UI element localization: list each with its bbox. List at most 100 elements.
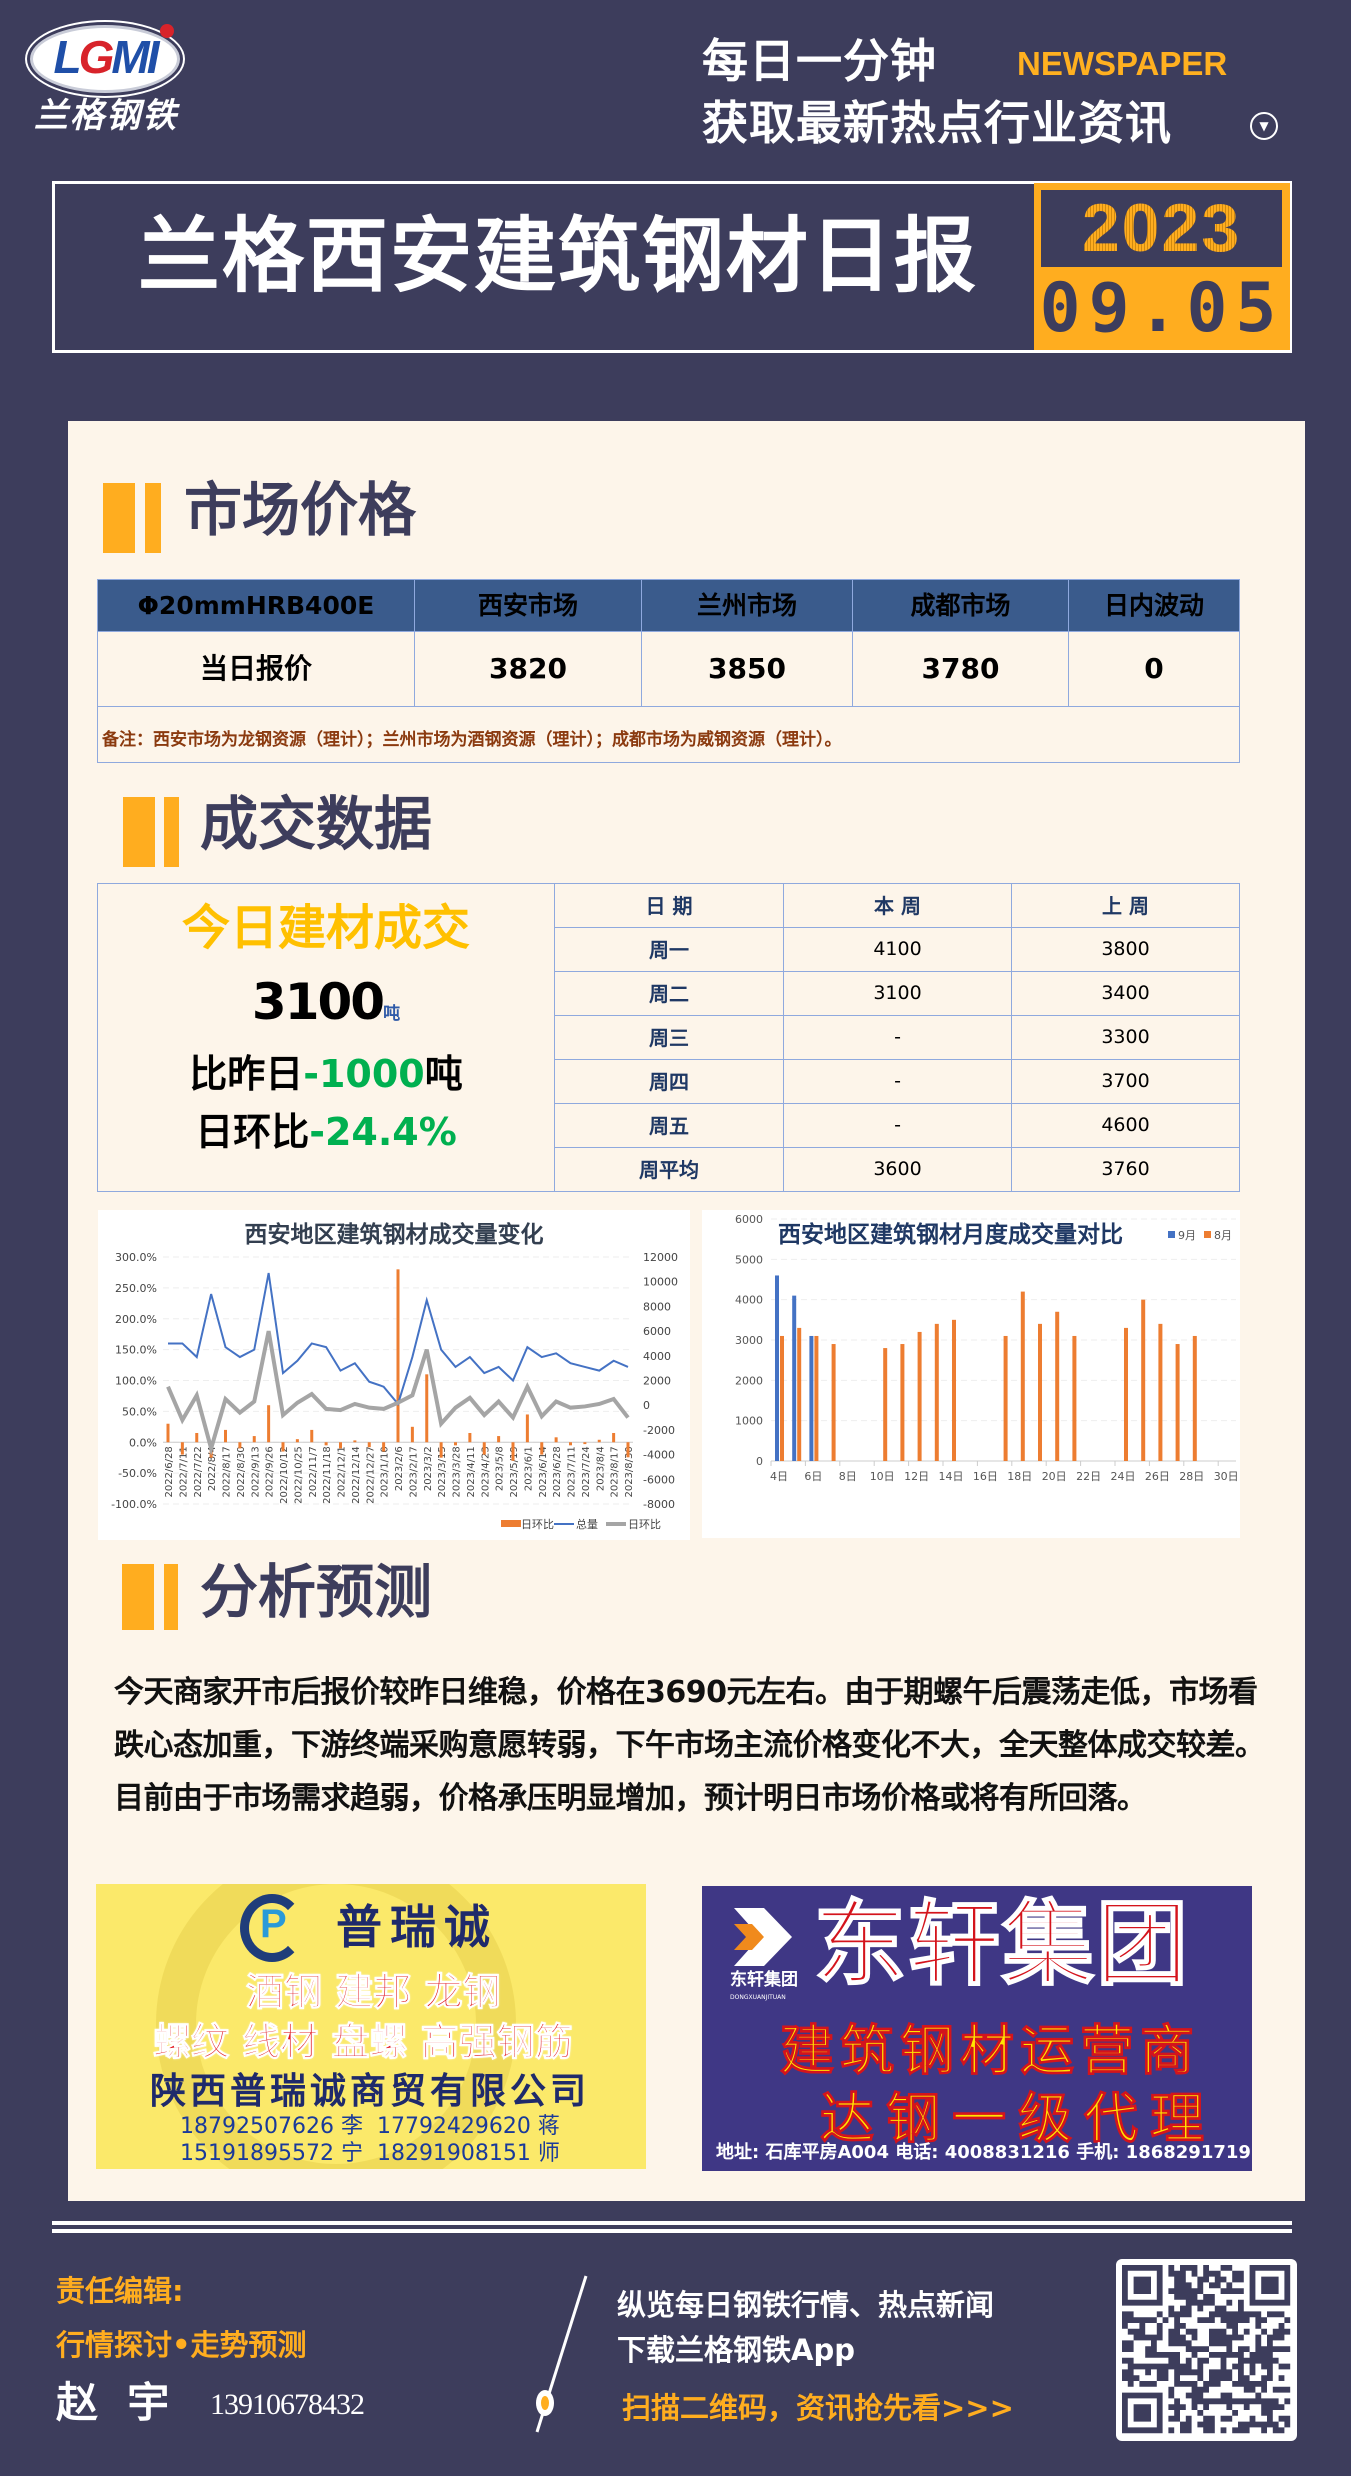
section-bar-icon	[103, 483, 135, 553]
legend-label: 日环比	[521, 1518, 554, 1531]
price-cell: 当日报价	[97, 631, 415, 707]
right-axis-tick: -2000	[643, 1424, 675, 1437]
bar-mark	[554, 1437, 558, 1443]
section-bar-icon	[164, 797, 179, 867]
x-axis-tick: 30日	[1214, 1470, 1239, 1483]
left-axis-tick: 300.0%	[115, 1251, 157, 1264]
price-header: 日内波动	[1068, 579, 1240, 632]
chart-title: 西安地区建筑钢材月度成交量对比	[778, 1222, 1123, 1248]
ad-address: 地址: 石库平房A004 电话: 4008831216 手机: 18682917…	[716, 2142, 1252, 2163]
left-axis-tick: 200.0%	[115, 1313, 157, 1326]
analysis-text: 今天商家开市后报价较昨日维稳，价格在3690元左右。由于期螺午后震荡走低，市场看…	[114, 1666, 1265, 1825]
bar-mark	[353, 1440, 357, 1443]
page-title: 兰格西安建筑钢材日报	[138, 209, 979, 304]
analysis-line: 跌心态加重，下游终端采购意愿转弱，下午市场主流价格变化不大，全天整体成交较差。	[114, 1728, 1265, 1763]
right-axis-tick: 12000	[643, 1251, 678, 1264]
section-bar-icon	[145, 483, 161, 553]
right-axis-tick: 8000	[643, 1300, 671, 1313]
section-bar-icon	[122, 1564, 154, 1630]
bar-mark	[814, 1335, 819, 1461]
x-axis-tick: 22日	[1076, 1470, 1101, 1483]
bar-mark	[439, 1442, 443, 1458]
x-axis-tick: 2023/7/24	[581, 1446, 592, 1497]
x-axis-tick: 2023/8/4	[595, 1446, 606, 1491]
x-axis-tick: 2023/3/15	[437, 1446, 448, 1497]
ad-line: 酒钢 建邦 龙钢	[245, 1970, 501, 2015]
ad-line: 建筑钢材运营商	[780, 2018, 1200, 2083]
this-week-cell: -	[783, 1015, 1012, 1060]
bar-mark	[252, 1436, 256, 1443]
bar-mark	[583, 1442, 587, 1445]
bar-mark	[468, 1432, 472, 1443]
this-week-cell: 3600	[783, 1147, 1012, 1192]
price-cell: 0	[1068, 631, 1240, 707]
x-axis-tick: 2022/11/7	[308, 1446, 319, 1497]
newspaper-label: NEWSPAPER	[1017, 45, 1228, 82]
editor-phone: 13910678432	[210, 2388, 365, 2421]
bar-mark	[831, 1344, 836, 1461]
ad-purui[interactable]: P 普瑞诚 酒钢 建邦 龙钢 螺纹 线材 盘螺 高强钢筋 陕西普瑞诚商贸有限公司…	[96, 1884, 646, 2169]
table-row: 当日报价 3820 3850 3780 0	[97, 631, 1240, 707]
legend-label: 9月	[1178, 1229, 1196, 1242]
purui-logo-icon	[240, 1894, 304, 1962]
x-axis-tick: 12日	[904, 1470, 929, 1483]
bar-mark	[775, 1275, 779, 1461]
right-axis-tick: -4000	[643, 1449, 675, 1462]
x-axis-tick: 14日	[939, 1470, 964, 1483]
deals-header: 日 期	[554, 883, 784, 928]
left-axis-tick: 0.0%	[129, 1436, 157, 1449]
bar-mark	[883, 1348, 888, 1461]
price-cell: 3780	[852, 631, 1069, 707]
x-axis-tick: 2022/8/4	[207, 1446, 218, 1491]
deals-table: 今日建材成交 3100吨 比昨日-1000吨 日环比-24.4% 日 期 本 周…	[97, 883, 1240, 1192]
x-axis-tick: 2023/6/1	[523, 1446, 534, 1491]
day-cell: 周三	[554, 1015, 784, 1060]
x-axis-tick: 2022/7/22	[193, 1446, 204, 1497]
x-axis-tick: 2022/9/13	[250, 1446, 261, 1497]
chart-title: 西安地区建筑钢材成交量变化	[244, 1222, 544, 1248]
bar-mark	[310, 1429, 314, 1443]
price-note: 备注：西安市场为龙钢资源（理计）；兰州市场为酒钢资源（理计）；成都市场为威钢资源…	[97, 706, 1240, 763]
price-cell: 3850	[641, 631, 853, 707]
timeline-decoration	[535, 2275, 588, 2433]
x-axis-tick: 2023/1/10	[380, 1446, 391, 1497]
price-header: 兰州市场	[641, 579, 853, 632]
ad-dongxuan[interactable]: 东轩集团 DONGXUANJITUAN 东轩集团 建筑钢材运营商 达钢一级代理 …	[702, 1886, 1252, 2171]
x-axis-tick: 2022/9/26	[265, 1446, 276, 1497]
section-bar-icon	[123, 797, 155, 867]
bar-mark	[324, 1442, 328, 1446]
qr-code[interactable]	[1116, 2259, 1297, 2441]
bar-mark	[597, 1439, 601, 1443]
y-axis-tick: 2000	[735, 1374, 763, 1387]
x-axis-tick: 28日	[1179, 1470, 1204, 1483]
x-axis-tick: 24日	[1111, 1470, 1136, 1483]
bar-mark	[569, 1442, 572, 1446]
y-axis-tick: 5000	[735, 1253, 763, 1266]
table-row: 周五 -4600	[98, 1103, 1240, 1148]
deals-header: 本 周	[783, 883, 1012, 928]
logo-dot	[160, 24, 174, 38]
day-cell: 周四	[554, 1059, 784, 1104]
legend-swatch	[1168, 1231, 1175, 1238]
tagline: 行情探讨•走势预测	[56, 2328, 307, 2362]
x-axis-tick: 2022/12/14	[351, 1446, 362, 1504]
x-axis-tick: 2023/6/14	[538, 1446, 549, 1497]
last-week-cell: 3800	[1011, 927, 1240, 972]
bar-mark	[180, 1442, 184, 1455]
right-axis-tick: 2000	[643, 1375, 671, 1388]
last-week-cell: 4600	[1011, 1103, 1240, 1148]
chevron-down-icon[interactable]: ▼	[1250, 112, 1278, 140]
right-axis-tick: -6000	[643, 1473, 675, 1486]
x-axis-tick: 2023/8/30	[624, 1446, 635, 1497]
date-text: 09.05	[1039, 269, 1285, 348]
purui-logo-letter: P	[260, 1902, 287, 1946]
x-axis-tick: 2023/3/28	[452, 1446, 463, 1497]
analysis-line: 目前由于市场需求趋弱，价格承压明显增加，预计明日市场价格或将有所回落。	[114, 1781, 1147, 1816]
logo	[30, 25, 180, 93]
x-axis-tick: 6日	[804, 1470, 822, 1483]
bar-mark	[809, 1335, 814, 1461]
ad-company: 陕西普瑞诚商贸有限公司	[150, 2071, 591, 2112]
day-cell: 周二	[554, 971, 784, 1016]
year-text: 2023	[1081, 190, 1242, 266]
today-label: 今日建材成交	[181, 900, 470, 956]
